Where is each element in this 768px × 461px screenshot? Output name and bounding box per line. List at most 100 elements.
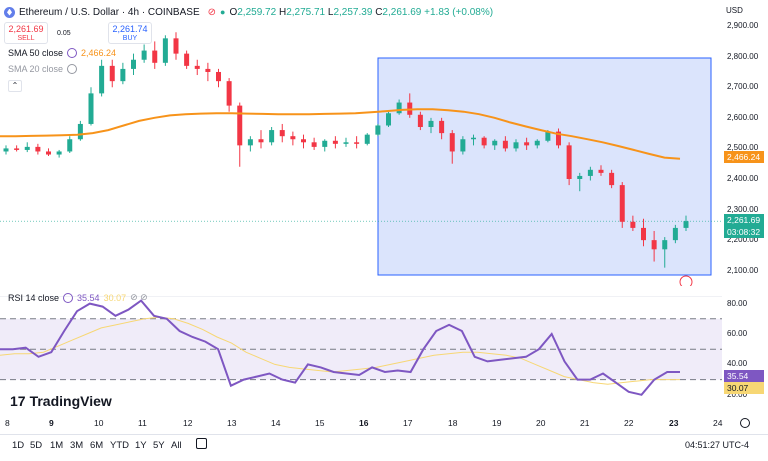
candle-body (651, 240, 657, 250)
rsi-line (0, 299, 680, 396)
candle-body (364, 134, 370, 144)
buy-button[interactable]: 2,261.74 BUY (108, 22, 152, 44)
sell-label: SELL (17, 35, 35, 42)
market-status-icon: ⊘ (207, 6, 217, 18)
candle-body (672, 227, 678, 241)
candle-body (354, 142, 360, 144)
gear-icon[interactable] (740, 418, 750, 428)
price-change: +1.83 (+0.08%) (424, 6, 494, 18)
candle-body (609, 172, 615, 186)
range-button-all[interactable]: All (171, 440, 182, 451)
candle-body (194, 65, 200, 69)
candle-body (290, 136, 296, 140)
candle-body (184, 53, 190, 66)
candle-body (216, 71, 221, 82)
tradingview-logo[interactable]: 17 TradingView (10, 393, 112, 409)
bottom-toolbar (0, 434, 768, 461)
ethereum-icon (4, 6, 15, 18)
candle-body (428, 120, 434, 128)
clock[interactable]: 04:51:27 UTC-4 (685, 440, 750, 450)
time-axis-label: 9 (49, 418, 54, 428)
price-axis-label: 2,100.00 (727, 265, 759, 275)
candle-body (247, 139, 253, 146)
buy-label: BUY (122, 35, 138, 42)
spread-value: 0.05 (57, 30, 71, 37)
rsi-chart[interactable] (0, 296, 722, 410)
bar-countdown: 03:08:32 (724, 226, 764, 238)
sma20-name: SMA 20 close (8, 64, 64, 74)
range-button-5d[interactable]: 5D (30, 440, 43, 451)
candle-body (67, 139, 73, 152)
rsi-legend[interactable]: RSI 14 close 35.54 30.07 ⊘ ⊘ (8, 292, 148, 303)
candle-body (88, 93, 94, 124)
range-button-5y[interactable]: 5Y (153, 440, 165, 451)
range-button-1y[interactable]: 1Y (135, 440, 147, 451)
sma20-legend[interactable]: SMA 20 close (8, 64, 78, 74)
buy-price: 2,261.74 (112, 24, 148, 34)
sell-button[interactable]: 2,261.69 SELL (4, 22, 48, 44)
candle-body (598, 169, 604, 173)
candle-body (237, 105, 243, 146)
candle-body (439, 120, 445, 134)
time-axis-label: 19 (492, 418, 502, 428)
range-button-3m[interactable]: 3M (70, 440, 84, 451)
candle-body (513, 142, 519, 149)
calendar-icon[interactable] (196, 438, 207, 449)
candle-body (99, 65, 105, 94)
candle-body (449, 133, 455, 152)
candle-body (375, 125, 381, 135)
time-axis-label: 8 (5, 418, 10, 428)
ohlc-values: O2,259.72 H2,275.71 L2,257.39 C2,261.69 … (229, 6, 494, 18)
candle-body (46, 151, 51, 155)
range-button-1m[interactable]: 1M (50, 440, 64, 451)
collapse-legend-button[interactable]: ⌃ (8, 80, 22, 92)
symbol-title[interactable]: Ethereum / U.S. Dollar · 4h · COINBASE (19, 6, 200, 18)
candle-body (396, 102, 402, 114)
currency-label[interactable]: USD (726, 6, 743, 15)
sell-price: 2,261.69 (8, 24, 44, 34)
candle-body (24, 146, 30, 150)
sma50-price-tag: 2,466.24 (724, 151, 764, 163)
candle-body (311, 142, 317, 147)
candle-body (109, 65, 115, 82)
range-button-6m[interactable]: 6M (90, 440, 104, 451)
time-axis-label: 21 (580, 418, 590, 428)
candle-body (162, 38, 168, 63)
price-chart[interactable] (0, 20, 722, 286)
range-button-ytd[interactable]: YTD (110, 440, 129, 451)
rsi-name: RSI 14 close (8, 292, 60, 303)
candle-body (417, 114, 423, 128)
rsi-axis-label: 80.00 (727, 298, 748, 308)
time-axis-label: 24 (713, 418, 723, 428)
price-axis-label: 2,600.00 (727, 112, 759, 122)
settings-icon[interactable] (67, 48, 78, 58)
time-axis-label: 23 (669, 418, 679, 428)
candle-body (556, 131, 561, 146)
sma50-legend[interactable]: SMA 50 close 2,466.24 (8, 48, 116, 58)
rsi-axis-label: 20.00 (727, 389, 748, 399)
rsi-tag: 35.54 (724, 370, 764, 382)
candle-body (120, 68, 126, 82)
candle-body (577, 175, 583, 179)
price-axis-label: 2,500.00 (727, 143, 759, 153)
sma50-name: SMA 50 close (8, 48, 64, 58)
price-axis-label: 2,700.00 (727, 82, 759, 92)
time-axis-label: 16 (359, 418, 369, 428)
last-price-tag: 2,261.69 (724, 214, 764, 226)
eye-hidden-icon[interactable] (67, 64, 78, 74)
rsi-axis-label: 60.00 (727, 329, 748, 338)
range-button-1d[interactable]: 1D (12, 440, 25, 451)
candle-body (269, 130, 275, 143)
settings-icon[interactable] (63, 292, 74, 303)
candle-body (630, 221, 636, 228)
rsi-value: 35.54 (77, 292, 100, 303)
candle-body (301, 139, 306, 143)
candle-body (386, 113, 391, 126)
price-axis-label: 2,300.00 (727, 204, 759, 214)
price-axis-label: 2,400.00 (727, 173, 759, 183)
candle-body (481, 137, 487, 146)
time-axis-label: 18 (448, 418, 458, 428)
time-axis-label: 17 (403, 418, 413, 428)
time-axis-label: 13 (227, 418, 237, 428)
candle-body (641, 227, 646, 241)
